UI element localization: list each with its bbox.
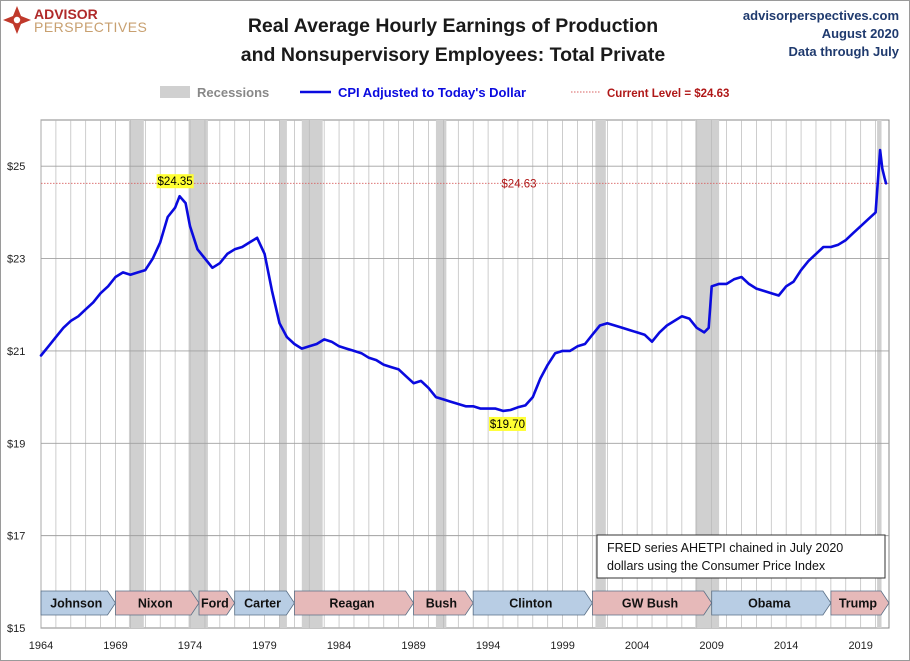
x-tick-label: 2014 (774, 640, 798, 652)
president-band (40, 590, 116, 616)
logo-text-top: ADVISOR (34, 6, 98, 22)
x-tick-label: 1994 (476, 640, 500, 652)
y-tick-label: $15 (7, 623, 25, 635)
recession-band (301, 120, 323, 628)
president-band (413, 590, 474, 616)
annotation-highlight (156, 174, 194, 189)
president-band (115, 590, 200, 616)
y-tick-label: $25 (7, 161, 25, 173)
president-band (293, 590, 415, 616)
x-tick-label: 1999 (550, 640, 574, 652)
current-level-label: $24.63 (501, 178, 536, 190)
president-label: GW Bush (622, 597, 678, 611)
note-line-2: dollars using the Consumer Price Index (607, 559, 826, 573)
recession-bands (128, 120, 882, 628)
y-tick-label: $17 (7, 531, 25, 543)
president-band (234, 590, 295, 616)
president-band (472, 590, 593, 616)
x-tick-label: 2004 (625, 640, 649, 652)
x-tick-label: 1989 (401, 640, 425, 652)
president-band (830, 590, 890, 616)
x-tick-label: 1974 (178, 640, 202, 652)
president-label: Nixon (138, 597, 173, 611)
annotation-label: $24.35 (158, 176, 193, 188)
y-axis-ticks: $15 $17 $19 $21 $23 $25 (7, 161, 25, 635)
recession-band (435, 120, 447, 628)
president-label: Clinton (509, 597, 552, 611)
x-axis-ticks: 1964 1969 1974 1979 1984 1989 1994 1999 2004 2009… (29, 640, 873, 652)
source-site: advisorperspectives.com (743, 8, 899, 23)
note-box: FRED series AHETPI chained in July 2020 … (596, 534, 886, 579)
compass-center-icon (13, 16, 21, 24)
president-label: Ford (201, 597, 229, 611)
chart-title-line-2: and Nonsupervisory Employees: Total Priv… (241, 44, 666, 66)
legend-recession-swatch (160, 86, 190, 98)
x-tick-label: 1979 (252, 640, 276, 652)
source-date: August 2020 (822, 26, 899, 41)
annotation-label: $19.70 (490, 419, 525, 431)
y-tick-label: $23 (7, 254, 25, 266)
y-tick-label: $21 (7, 346, 25, 358)
president-label: Johnson (50, 597, 102, 611)
x-tick-label: 1964 (29, 640, 53, 652)
legend: Recessions CPI Adjusted to Today's Dolla… (160, 85, 729, 100)
source-range: Data through July (788, 44, 899, 59)
president-band (198, 590, 236, 616)
logo-text-bottom: PERSPECTIVES (34, 19, 147, 35)
legend-current-label: Current Level = $24.63 (607, 88, 729, 100)
y-tick-label: $19 (7, 438, 25, 450)
note-line-1: FRED series AHETPI chained in July 2020 (607, 541, 843, 555)
annotations: $24.35 $19.70 (156, 174, 526, 431)
president-label: Carter (244, 597, 281, 611)
president-band (711, 590, 832, 616)
recession-band (188, 120, 208, 628)
x-tick-label: 1969 (103, 640, 127, 652)
president-label: Trump (839, 597, 878, 611)
president-label: Obama (748, 597, 791, 611)
gridlines (40, 120, 889, 628)
president-label: Reagan (329, 597, 374, 611)
president-label: Bush (426, 597, 457, 611)
chart-title-line-1: Real Average Hourly Earnings of Producti… (248, 15, 658, 37)
president-bands: Johnson Nixon Ford Carter Reagan Bush Clinton G… (40, 590, 890, 616)
legend-recession-label: Recessions (197, 85, 269, 100)
logo: ADVISOR PERSPECTIVES (3, 6, 147, 35)
recession-band (695, 120, 720, 628)
recession-band (279, 120, 287, 628)
x-tick-label: 1984 (327, 640, 351, 652)
series-line (39, 148, 888, 413)
legend-series-label: CPI Adjusted to Today's Dollar (338, 85, 526, 100)
president-band (592, 590, 713, 616)
x-tick-label: 2009 (699, 640, 723, 652)
annotation-highlight (488, 416, 526, 431)
x-tick-label: 2019 (848, 640, 872, 652)
note-box-frame (596, 534, 886, 579)
recession-band (877, 120, 882, 628)
recession-band (128, 120, 144, 628)
recession-band (595, 120, 606, 628)
series-layer (39, 148, 888, 413)
